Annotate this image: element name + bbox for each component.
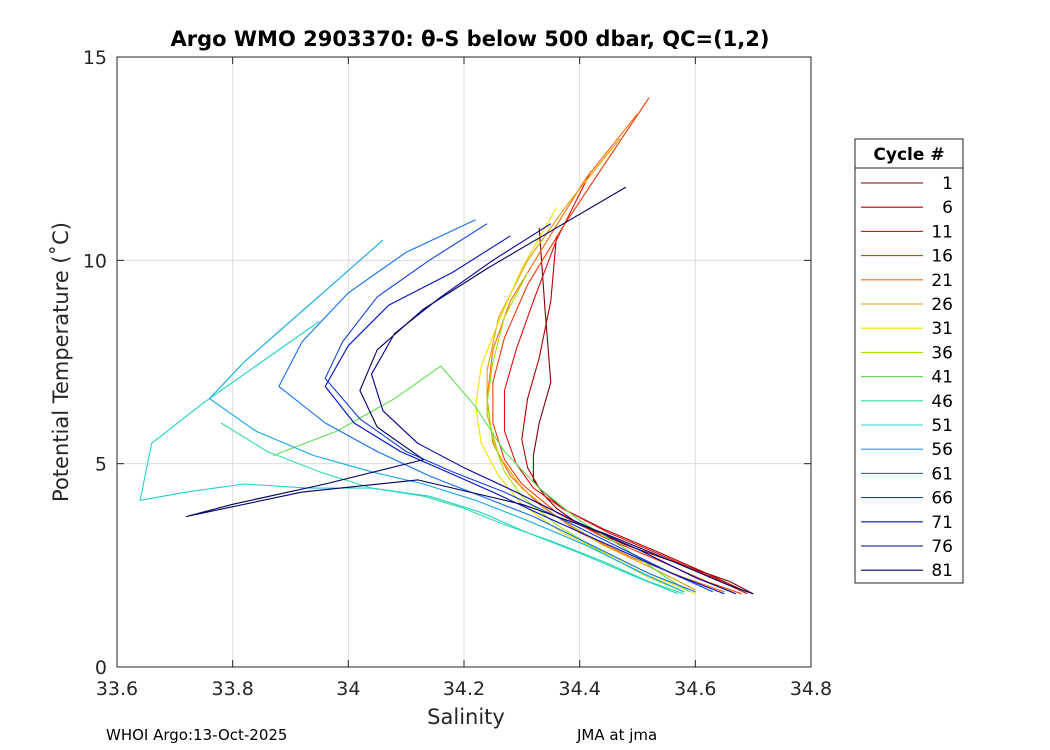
x-tick-label: 34.8 (790, 678, 832, 700)
series-line-cycle-56 (208, 239, 685, 593)
legend-label-cycle-76: 76 (931, 537, 953, 557)
legend-label-cycle-61: 61 (931, 464, 953, 484)
legend-title: Cycle # (873, 145, 944, 165)
legend-label-cycle-31: 31 (931, 319, 953, 339)
x-tick-label: 33.8 (212, 678, 254, 700)
x-tick-label: 34.4 (559, 678, 601, 700)
legend-label-cycle-81: 81 (931, 561, 953, 581)
series-line-cycle-6 (521, 235, 742, 591)
x-tick-label: 34 (336, 678, 360, 700)
legend-label-cycle-51: 51 (931, 416, 953, 436)
series-line-cycle-71 (324, 235, 725, 595)
legend-label-cycle-46: 46 (931, 392, 953, 412)
y-tick-label: 10 (83, 250, 107, 272)
legend-label-cycle-56: 56 (931, 440, 953, 460)
series-line-cycle-81 (185, 186, 754, 595)
legend-label-cycle-36: 36 (931, 343, 953, 363)
legend-label-cycle-16: 16 (931, 247, 953, 267)
series-line-cycle-76 (370, 223, 737, 595)
x-tick-label: 34.2 (443, 678, 485, 700)
series-layer (139, 97, 754, 595)
legend-label-cycle-11: 11 (931, 222, 953, 242)
legend-label-cycle-21: 21 (931, 271, 953, 291)
series-line-cycle-16 (492, 97, 742, 595)
footer-right: JMA at jma (576, 726, 657, 744)
legend-label-cycle-41: 41 (931, 368, 953, 388)
legend-label-cycle-26: 26 (931, 295, 953, 315)
legend-box (854, 138, 964, 584)
y-tick-label: 0 (95, 657, 107, 679)
footer-left: WHOI Argo:13-Oct-2025 (106, 726, 287, 744)
x-tick-label: 33.6 (96, 678, 138, 700)
y-tick-label: 5 (95, 454, 107, 476)
legend-label-cycle-1: 1 (942, 174, 953, 194)
series-line-cycle-26 (486, 137, 696, 591)
x-axis-label: Salinity (427, 705, 505, 729)
legend-label-cycle-66: 66 (931, 489, 953, 509)
series-line-cycle-46 (220, 422, 684, 595)
legend-label-cycle-6: 6 (942, 198, 953, 218)
series-line-cycle-66 (324, 223, 713, 593)
y-tick-label: 15 (83, 47, 107, 69)
legend-label-cycle-71: 71 (931, 513, 953, 533)
y-axis-label: Potential Temperature (˚C) (49, 222, 73, 502)
series-line-cycle-21 (486, 113, 725, 593)
plot-area: 33.6 33.8 34 34.2 34.4 34.6 34.8 0 5 10 15 (83, 47, 832, 700)
x-tick-label: 34.6 (674, 678, 716, 700)
ticks: 33.6 33.8 34 34.2 34.4 34.6 34.8 0 5 10 15 (83, 47, 832, 700)
chart-title: Argo WMO 2903370: θ-S below 500 dbar, QC… (171, 27, 770, 51)
series-line-cycle-61 (278, 219, 696, 593)
